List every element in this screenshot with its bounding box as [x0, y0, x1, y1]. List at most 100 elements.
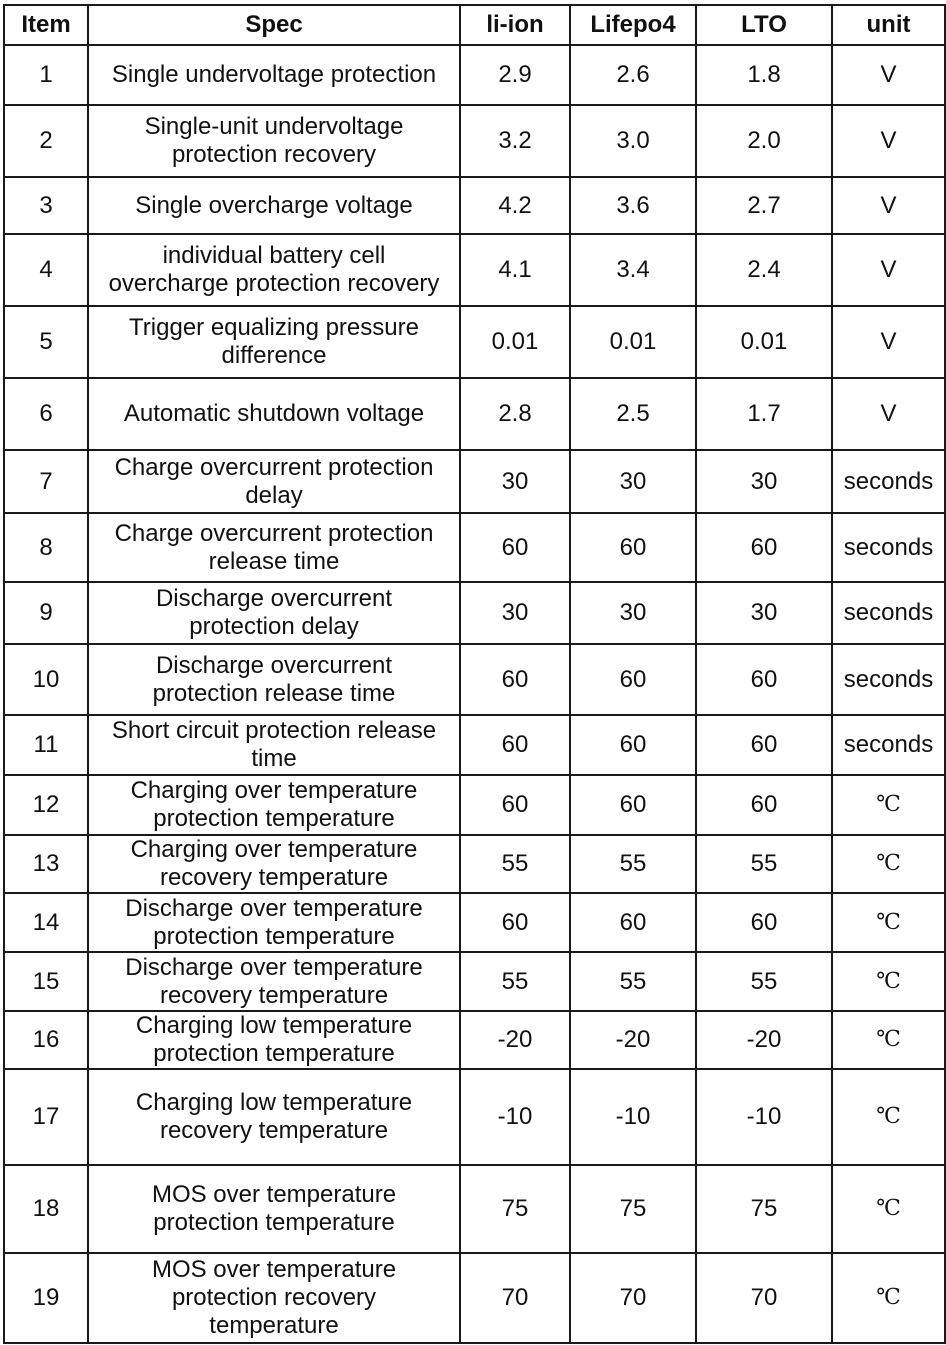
cell-unit: V — [831, 377, 946, 451]
header-spec: Spec — [87, 4, 461, 46]
spec-line: protection delay — [189, 613, 359, 640]
cell-lifepo4: 70 — [569, 1252, 697, 1344]
spec-line: time — [251, 745, 297, 772]
spec-line: Charge overcurrent protection — [114, 519, 434, 547]
cell-lifepo4: -20 — [569, 1010, 697, 1070]
cell-liion: 55 — [459, 834, 571, 894]
header-liion: li-ion — [459, 4, 571, 46]
cell-lifepo4: 60 — [569, 512, 697, 583]
cell-unit: seconds — [831, 714, 946, 776]
cell-lto: 1.8 — [695, 44, 833, 106]
cell-item: 19 — [3, 1252, 89, 1344]
table-body: 1 Single undervoltage protection 2.9 2.6 1.8… — [3, 44, 946, 1344]
cell-unit: V — [831, 104, 946, 178]
cell-lto: 75 — [695, 1164, 833, 1254]
spec-line: protection recovery — [171, 1284, 377, 1311]
cell-liion: 60 — [459, 892, 571, 953]
cell-item: 14 — [3, 892, 89, 953]
cell-item: 10 — [3, 643, 89, 716]
cell-liion: -20 — [459, 1010, 571, 1070]
cell-lto: 1.7 — [695, 377, 833, 451]
table-row: 18 MOS over temperature protection tempera… — [3, 1164, 946, 1254]
cell-lto: 55 — [695, 951, 833, 1012]
cell-lto: 60 — [695, 774, 833, 836]
spec-line: delay — [245, 481, 303, 509]
cell-lifepo4: 55 — [569, 834, 697, 894]
cell-spec: Discharge overcurrent protection delay — [87, 581, 461, 645]
cell-spec: Single undervoltage protection — [87, 44, 461, 106]
table-header: Item Spec li-ion Lifepo4 LTO unit — [3, 4, 946, 46]
cell-lto: 60 — [695, 714, 833, 776]
spec-line: recovery temperature — [159, 981, 389, 1009]
cell-spec: Discharge over temperature recovery tempe… — [87, 951, 461, 1012]
spec-line: protection recovery — [171, 141, 377, 168]
header-lto: LTO — [695, 4, 833, 46]
cell-liion: 60 — [459, 512, 571, 583]
cell-unit: V — [831, 44, 946, 106]
cell-lifepo4: 0.01 — [569, 305, 697, 379]
cell-liion: 60 — [459, 714, 571, 776]
cell-lifepo4: 60 — [569, 714, 697, 776]
cell-lto: 0.01 — [695, 305, 833, 379]
cell-unit: ℃ — [831, 774, 946, 836]
cell-lifepo4: 3.6 — [569, 176, 697, 235]
cell-item: 13 — [3, 834, 89, 894]
table-row: 13 Charging over temperature recovery temp… — [3, 834, 946, 894]
table-row: 19 MOS over temperature protection recover… — [3, 1252, 946, 1344]
cell-lto: 2.0 — [695, 104, 833, 178]
cell-lto: 60 — [695, 643, 833, 716]
cell-item: 3 — [3, 176, 89, 235]
header-row: Item Spec li-ion Lifepo4 LTO unit — [3, 4, 946, 46]
spec-line: recovery temperature — [159, 1117, 389, 1144]
cell-liion: 60 — [459, 643, 571, 716]
table-row: 4 individual battery cell overcharge prote… — [3, 233, 946, 307]
cell-spec: Single overcharge voltage — [87, 176, 461, 235]
cell-lifepo4: 55 — [569, 951, 697, 1012]
cell-item: 12 — [3, 774, 89, 836]
cell-liion: 2.9 — [459, 44, 571, 106]
cell-spec: individual battery cell overcharge protec… — [87, 233, 461, 307]
cell-lto: 30 — [695, 449, 833, 514]
cell-lifepo4: -10 — [569, 1068, 697, 1166]
cell-lifepo4: 30 — [569, 449, 697, 514]
cell-liion: -10 — [459, 1068, 571, 1166]
table-row: 7 Charge overcurrent protection delay 30 30 3… — [3, 449, 946, 514]
table-row: 5 Trigger equalizing pressure difference 0.… — [3, 305, 946, 379]
cell-unit: seconds — [831, 581, 946, 645]
cell-spec: Charging low temperature recovery tempera… — [87, 1068, 461, 1166]
spec-line: Charging low temperature — [135, 1089, 413, 1116]
cell-item: 18 — [3, 1164, 89, 1254]
top-clip — [3, 0, 944, 4]
cell-item: 5 — [3, 305, 89, 379]
cell-unit: ℃ — [831, 951, 946, 1012]
cell-liion: 4.1 — [459, 233, 571, 307]
cell-lifepo4: 75 — [569, 1164, 697, 1254]
cell-lifepo4: 2.5 — [569, 377, 697, 451]
spec-line: Single overcharge voltage — [135, 191, 413, 219]
cell-lto: 60 — [695, 512, 833, 583]
table-row: 15 Discharge over temperature recovery tem… — [3, 951, 946, 1012]
cell-liion: 70 — [459, 1252, 571, 1344]
header-unit: unit — [831, 4, 946, 46]
cell-lifepo4: 3.4 — [569, 233, 697, 307]
table-row: 2 Single-unit undervoltage protection reco… — [3, 104, 946, 178]
cell-unit: ℃ — [831, 1252, 946, 1344]
cell-unit: ℃ — [831, 892, 946, 953]
header-item: Item — [3, 4, 89, 46]
cell-liion: 0.01 — [459, 305, 571, 379]
cell-spec: Trigger equalizing pressure difference — [87, 305, 461, 379]
cell-unit: V — [831, 233, 946, 307]
cell-liion: 30 — [459, 449, 571, 514]
cell-item: 11 — [3, 714, 89, 776]
cell-liion: 2.8 — [459, 377, 571, 451]
cell-liion: 30 — [459, 581, 571, 645]
spec-line: individual battery cell — [162, 242, 386, 269]
cell-item: 7 — [3, 449, 89, 514]
cell-spec: Charging over temperature protection temp… — [87, 774, 461, 836]
table-row: 12 Charging over temperature protection te… — [3, 774, 946, 836]
cell-unit: seconds — [831, 512, 946, 583]
cell-item: 8 — [3, 512, 89, 583]
spec-line: Discharge over temperature — [125, 953, 423, 981]
cell-unit: V — [831, 176, 946, 235]
cell-lto: 2.4 — [695, 233, 833, 307]
